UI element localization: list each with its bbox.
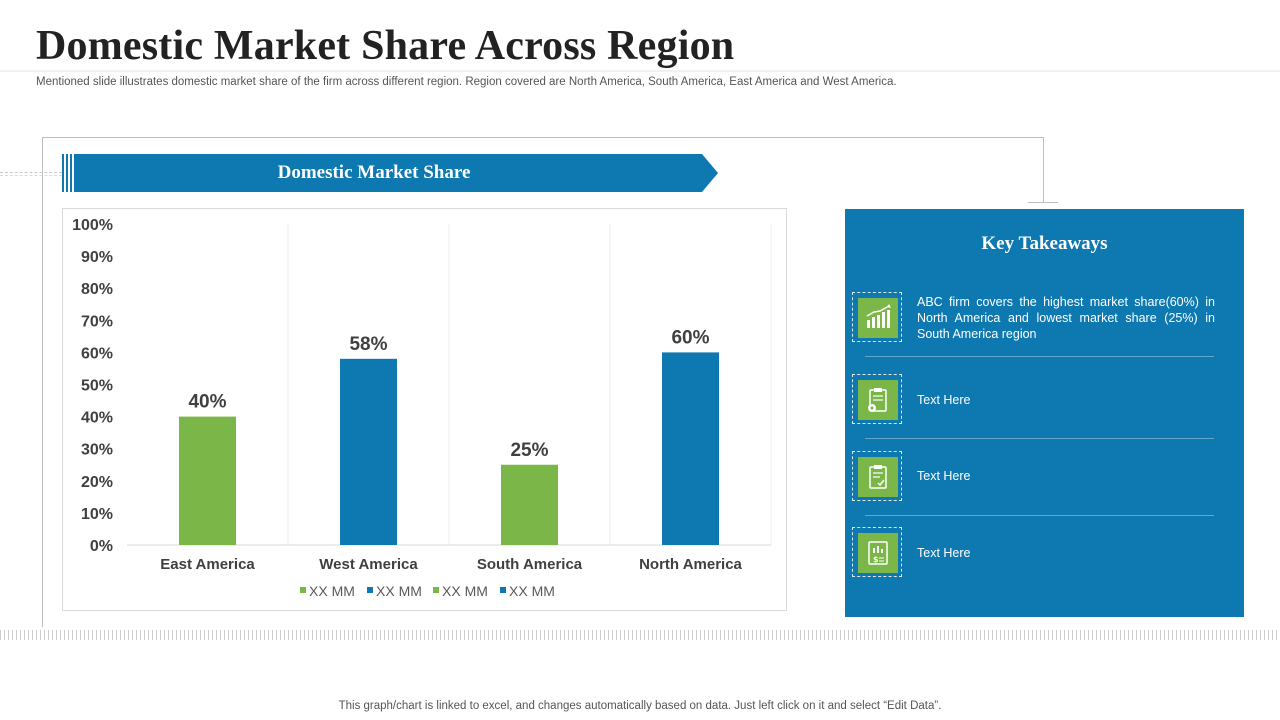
takeaway-text: Text Here bbox=[917, 469, 971, 483]
clipboard-check-icon bbox=[858, 457, 898, 497]
bottom-stripe bbox=[0, 630, 1280, 640]
data-label: 60% bbox=[671, 327, 709, 348]
icon-frame bbox=[852, 451, 902, 501]
x-tick-label: West America bbox=[319, 556, 418, 573]
bar-chart[interactable]: 0% 10% 20% 30% 40% 50% 60% 70% 80% 90% 100% 40% East… bbox=[62, 208, 787, 611]
frame-line-top bbox=[42, 137, 1044, 138]
frame-connector bbox=[1028, 202, 1058, 203]
y-tick-label: 20% bbox=[81, 474, 113, 491]
banner-arrow-shape bbox=[62, 154, 718, 192]
legend-swatch bbox=[300, 587, 306, 593]
title-divider bbox=[0, 70, 1280, 72]
data-label: 25% bbox=[510, 440, 548, 461]
bar bbox=[662, 352, 719, 545]
panel-title: Key Takeaways bbox=[981, 233, 1108, 254]
bar bbox=[340, 358, 397, 545]
icon-frame bbox=[852, 292, 902, 342]
key-takeaways-panel: Key Takeaways ABC firm covers the highes… bbox=[845, 209, 1244, 617]
y-tick-label: 80% bbox=[81, 281, 113, 298]
icon-frame bbox=[852, 374, 902, 424]
frame-line-left bbox=[42, 137, 43, 627]
dashed-connector-shadow bbox=[0, 175, 62, 176]
footer-note: This graph/chart is linked to excel, and… bbox=[338, 700, 942, 712]
x-tick-label: South America bbox=[477, 556, 583, 573]
y-tick-label: 70% bbox=[81, 313, 113, 330]
data-label: 40% bbox=[188, 392, 226, 413]
legend-label: XX MM bbox=[376, 583, 422, 599]
page-title: Domestic Market Share Across Region bbox=[36, 23, 735, 69]
bar bbox=[501, 464, 558, 545]
y-tick-label: 40% bbox=[81, 410, 113, 427]
y-tick-label: 90% bbox=[81, 249, 113, 266]
takeaway-text: Text Here bbox=[917, 546, 971, 560]
chart-banner: Domestic Market Share bbox=[62, 154, 718, 192]
legend-swatch bbox=[367, 587, 373, 593]
x-tick-label: East America bbox=[160, 556, 255, 573]
svg-text:$: $ bbox=[873, 555, 879, 564]
legend-label: XX MM bbox=[442, 583, 488, 599]
dashed-connector bbox=[0, 172, 62, 173]
data-label: 58% bbox=[349, 334, 387, 355]
financial-report-icon: $ bbox=[858, 533, 898, 573]
frame-line-right bbox=[1043, 137, 1044, 202]
chart-canvas: 0% 10% 20% 30% 40% 50% 60% 70% 80% 90% 100% 40% East… bbox=[72, 217, 772, 599]
y-tick-label: 100% bbox=[72, 217, 113, 234]
legend-label: XX MM bbox=[309, 583, 355, 599]
bar-chart-icon bbox=[858, 298, 898, 338]
y-tick-label: 50% bbox=[81, 378, 113, 395]
page-subtitle: Mentioned slide illustrates domestic mar… bbox=[36, 76, 897, 88]
legend-swatch bbox=[500, 587, 506, 593]
y-tick-label: 0% bbox=[90, 538, 113, 555]
item-divider bbox=[865, 515, 1214, 516]
item-divider bbox=[865, 438, 1214, 439]
y-tick-label: 30% bbox=[81, 442, 113, 459]
icon-frame: $ bbox=[852, 527, 902, 577]
x-tick-label: North America bbox=[639, 556, 742, 573]
item-divider bbox=[865, 356, 1214, 357]
banner-label: Domestic Market Share bbox=[277, 162, 471, 183]
legend-label: XX MM bbox=[509, 583, 555, 599]
takeaway-text: ABC firm covers the highest market share… bbox=[917, 295, 1215, 341]
y-tick-label: 60% bbox=[81, 345, 113, 362]
y-tick-label: 10% bbox=[81, 506, 113, 523]
legend-swatch bbox=[433, 587, 439, 593]
takeaway-text: Text Here bbox=[917, 393, 971, 407]
clipboard-settings-icon bbox=[858, 380, 898, 420]
bar bbox=[179, 416, 236, 545]
